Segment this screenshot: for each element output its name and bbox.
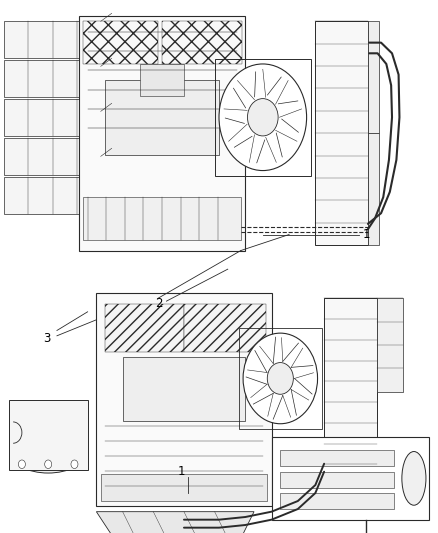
Bar	[315, 21, 368, 245]
Ellipse shape	[402, 451, 426, 505]
FancyArrowPatch shape	[276, 133, 282, 157]
FancyArrowPatch shape	[254, 72, 256, 97]
Circle shape	[267, 362, 293, 394]
Bar	[377, 298, 403, 392]
FancyArrowPatch shape	[282, 119, 298, 132]
Bar	[239, 328, 322, 429]
Text: 1: 1	[177, 465, 185, 478]
Bar	[280, 450, 394, 466]
Polygon shape	[96, 512, 254, 533]
Bar	[162, 21, 242, 64]
Bar	[215, 59, 311, 176]
Bar	[96, 293, 272, 506]
Bar	[4, 177, 101, 214]
Text: 2: 2	[155, 297, 163, 310]
Circle shape	[18, 460, 25, 469]
Circle shape	[45, 460, 52, 469]
Bar	[101, 474, 267, 501]
Circle shape	[247, 99, 278, 136]
Bar	[4, 138, 101, 175]
Bar	[324, 298, 377, 485]
Bar	[280, 493, 394, 509]
FancyArrowPatch shape	[257, 140, 265, 163]
Bar	[79, 16, 245, 251]
Bar	[83, 197, 241, 240]
Circle shape	[243, 333, 318, 424]
Bar	[4, 99, 101, 136]
Text: 1: 1	[363, 228, 370, 241]
Bar	[368, 133, 379, 245]
FancyArrowPatch shape	[234, 136, 252, 147]
Circle shape	[71, 460, 78, 469]
Bar	[9, 400, 88, 470]
FancyArrowPatch shape	[225, 118, 244, 124]
Text: 3: 3	[43, 332, 50, 345]
Bar	[4, 60, 101, 97]
Bar	[105, 304, 184, 352]
Bar	[105, 80, 219, 155]
Bar	[4, 21, 101, 58]
FancyArrowPatch shape	[267, 77, 281, 95]
FancyArrowPatch shape	[233, 88, 246, 108]
FancyArrowPatch shape	[278, 101, 298, 104]
Bar	[123, 357, 245, 421]
Circle shape	[219, 64, 307, 171]
Bar	[184, 304, 266, 352]
Bar	[272, 437, 429, 520]
Bar	[280, 472, 394, 488]
Bar	[83, 21, 158, 64]
Ellipse shape	[11, 432, 85, 473]
Bar	[368, 21, 379, 133]
Bar	[140, 64, 184, 96]
